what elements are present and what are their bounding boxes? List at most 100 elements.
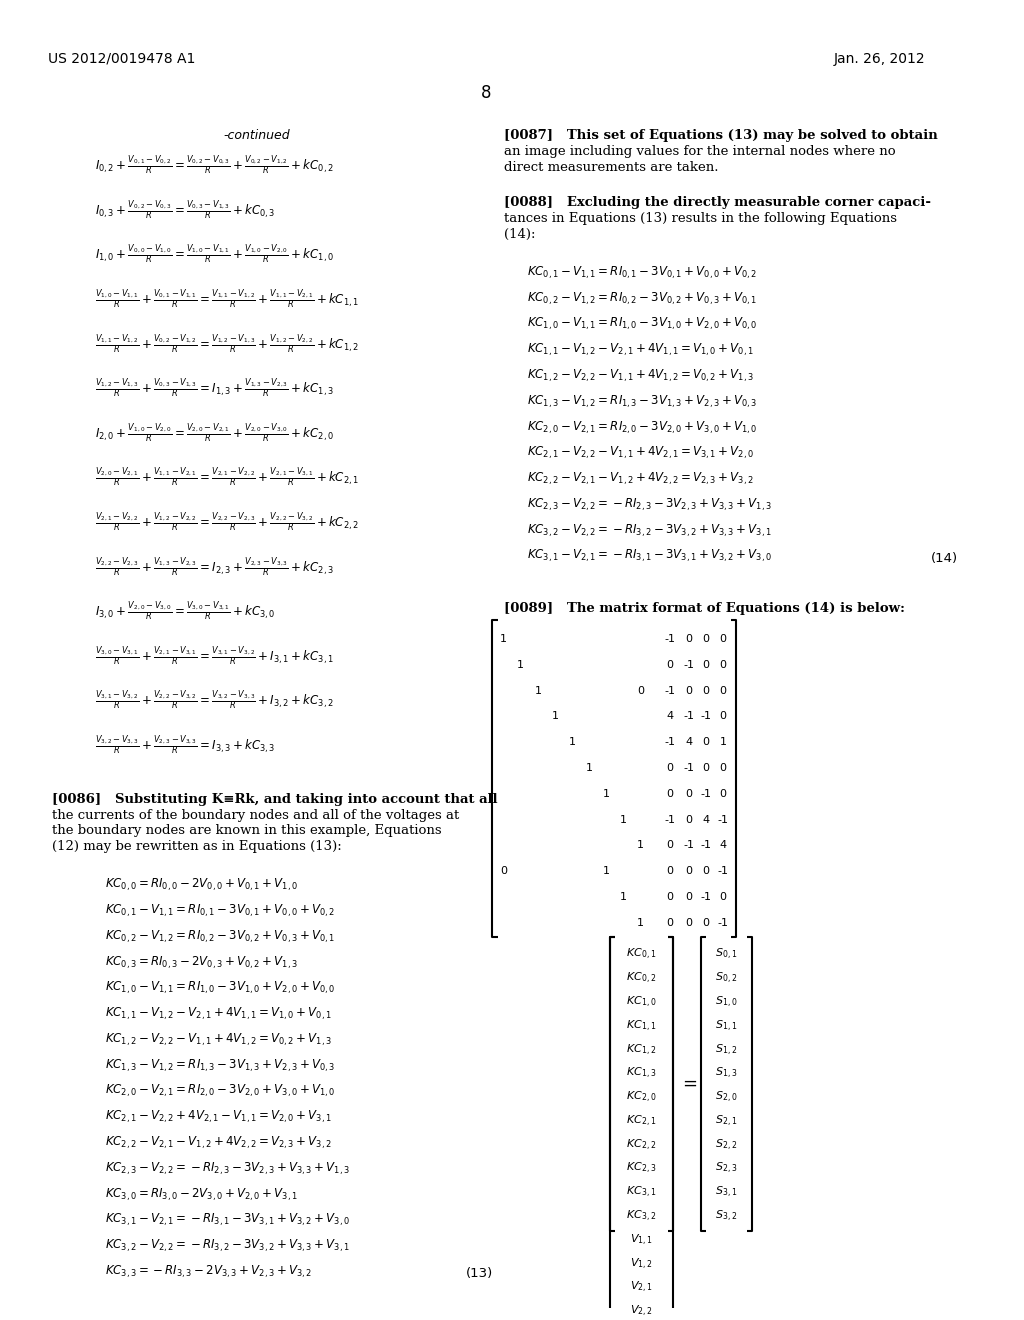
Text: the currents of the boundary nodes and all of the voltages at: the currents of the boundary nodes and a… <box>52 809 460 821</box>
Text: $\frac{V_{2,1} - V_{2,2}}{R} + \frac{V_{1,2} - V_{2,2}}{R} = \frac{V_{2,2} - V_{: $\frac{V_{2,1} - V_{2,2}}{R} + \frac{V_{… <box>95 511 359 535</box>
Text: 1: 1 <box>586 763 593 774</box>
Text: $KC_{0,3}=RI_{0,3}-2V_{0,3}+V_{0,2}+V_{1,3}$: $KC_{0,3}=RI_{0,3}-2V_{0,3}+V_{0,2}+V_{1… <box>104 954 297 970</box>
Text: [0087]   This set of Equations (13) may be solved to obtain: [0087] This set of Equations (13) may be… <box>504 129 937 141</box>
Text: 0: 0 <box>667 789 674 799</box>
Text: $\frac{V_{2,2} - V_{2,3}}{R} + \frac{V_{1,3} - V_{2,3}}{R} = I_{2,3} + \frac{V_{: $\frac{V_{2,2} - V_{2,3}}{R} + \frac{V_{… <box>95 554 334 578</box>
Text: 1: 1 <box>603 789 609 799</box>
Text: $\frac{V_{2,0} - V_{2,1}}{R} + \frac{V_{1,1} - V_{2,1}}{R} = \frac{V_{2,1} - V_{: $\frac{V_{2,0} - V_{2,1}}{R} + \frac{V_{… <box>95 466 359 490</box>
Text: $KC_{3,2}$: $KC_{3,2}$ <box>627 1209 656 1224</box>
Text: $S_{2,3}$: $S_{2,3}$ <box>715 1162 737 1176</box>
Text: 0: 0 <box>667 917 674 928</box>
Text: -1: -1 <box>718 814 729 825</box>
Text: $\frac{V_{3,0} - V_{3,1}}{R} + \frac{V_{2,1} - V_{3,1}}{R} = \frac{V_{3,1} - V_{: $\frac{V_{3,0} - V_{3,1}}{R} + \frac{V_{… <box>95 644 334 668</box>
Text: $\frac{V_{1,2} - V_{1,3}}{R} + \frac{V_{0,3} - V_{1,3}}{R} = I_{1,3} + \frac{V_{: $\frac{V_{1,2} - V_{1,3}}{R} + \frac{V_{… <box>95 376 334 400</box>
Text: $\frac{V_{3,2} - V_{3,3}}{R} + \frac{V_{2,3} - V_{3,3}}{R} = I_{3,3} + kC_{3,3}$: $\frac{V_{3,2} - V_{3,3}}{R} + \frac{V_{… <box>95 734 275 756</box>
Text: $KC_{3,2}-V_{2,2}=-RI_{3,2}-3V_{3,2}+V_{3,3}+V_{3,1}$: $KC_{3,2}-V_{2,2}=-RI_{3,2}-3V_{3,2}+V_{… <box>104 1238 349 1254</box>
Text: =: = <box>682 1074 697 1093</box>
Text: 0: 0 <box>720 711 727 722</box>
Text: $I_{0,3} + \frac{V_{0,2} - V_{0,3}}{R} = \frac{V_{0,3} - V_{1,3}}{R} + kC_{0,3}$: $I_{0,3} + \frac{V_{0,2} - V_{0,3}}{R} =… <box>95 198 275 222</box>
Text: 4: 4 <box>685 738 692 747</box>
Text: 8: 8 <box>481 84 492 102</box>
Text: $\frac{V_{3,1} - V_{3,2}}{R} + \frac{V_{2,2} - V_{3,2}}{R} = \frac{V_{3,2} - V_{: $\frac{V_{3,1} - V_{3,2}}{R} + \frac{V_{… <box>95 689 334 713</box>
Text: $KC_{0,1}-V_{1,1}=RI_{0,1}-3V_{0,1}+V_{0,0}+V_{0,2}$: $KC_{0,1}-V_{1,1}=RI_{0,1}-3V_{0,1}+V_{0… <box>527 264 758 281</box>
Text: an image including values for the internal nodes where no: an image including values for the intern… <box>504 145 895 157</box>
Text: -1: -1 <box>665 738 676 747</box>
Text: -1: -1 <box>700 892 712 902</box>
Text: 0: 0 <box>702 685 710 696</box>
Text: $S_{1,2}$: $S_{1,2}$ <box>715 1043 737 1057</box>
Text: $KC_{1,1}-V_{1,2}-V_{2,1}+4V_{1,1}=V_{1,0}+V_{0,1}$: $KC_{1,1}-V_{1,2}-V_{2,1}+4V_{1,1}=V_{1,… <box>104 1006 332 1022</box>
Text: $KC_{2,1}-V_{2,2}+4V_{2,1}-V_{1,1}=V_{2,0}+V_{3,1}$: $KC_{2,1}-V_{2,2}+4V_{2,1}-V_{1,1}=V_{2,… <box>104 1109 332 1125</box>
Text: -1: -1 <box>700 841 712 850</box>
Text: (13): (13) <box>466 1267 493 1280</box>
Text: 1: 1 <box>637 841 644 850</box>
Text: $KC_{0,0}=RI_{0,0}-2V_{0,0}+V_{0,1}+V_{1,0}$: $KC_{0,0}=RI_{0,0}-2V_{0,0}+V_{0,1}+V_{1… <box>104 876 298 894</box>
Text: 0: 0 <box>702 917 710 928</box>
Text: [0086]   Substituting K≡Rk, and taking into account that all: [0086] Substituting K≡Rk, and taking int… <box>52 793 498 805</box>
Text: -1: -1 <box>718 917 729 928</box>
Text: $S_{2,1}$: $S_{2,1}$ <box>715 1114 737 1129</box>
Text: $KC_{1,2}$: $KC_{1,2}$ <box>627 1043 656 1057</box>
Text: $KC_{1,2}-V_{2,2}-V_{1,1}+4V_{1,2}=V_{0,2}+V_{1,3}$: $KC_{1,2}-V_{2,2}-V_{1,1}+4V_{1,2}=V_{0,… <box>104 1031 332 1048</box>
Text: $V_{2,1}$: $V_{2,1}$ <box>630 1280 653 1295</box>
Text: 0: 0 <box>685 814 692 825</box>
Text: $KC_{2,0}-V_{2,1}=RI_{2,0}-3V_{2,0}+V_{3,0}+V_{1,0}$: $KC_{2,0}-V_{2,1}=RI_{2,0}-3V_{2,0}+V_{3… <box>527 420 758 436</box>
Text: $KC_{2,3}$: $KC_{2,3}$ <box>627 1162 656 1176</box>
Text: 0: 0 <box>720 634 727 644</box>
Text: $KC_{1,1}$: $KC_{1,1}$ <box>627 1019 656 1034</box>
Text: 0: 0 <box>685 866 692 876</box>
Text: $S_{2,0}$: $S_{2,0}$ <box>715 1090 737 1105</box>
Text: $I_{3,0} + \frac{V_{2,0} - V_{3,0}}{R} = \frac{V_{3,0} - V_{3,1}}{R} + kC_{3,0}$: $I_{3,0} + \frac{V_{2,0} - V_{3,0}}{R} =… <box>95 599 275 623</box>
Text: $KC_{2,3}-V_{2,2}=-RI_{2,3}-3V_{2,3}+V_{3,3}+V_{1,3}$: $KC_{2,3}-V_{2,2}=-RI_{2,3}-3V_{2,3}+V_{… <box>527 496 772 513</box>
Text: Jan. 26, 2012: Jan. 26, 2012 <box>834 51 926 66</box>
Text: 0: 0 <box>702 763 710 774</box>
Text: 0: 0 <box>637 685 644 696</box>
Text: 0: 0 <box>667 892 674 902</box>
Text: $KC_{1,3}$: $KC_{1,3}$ <box>627 1067 656 1081</box>
Text: $S_{0,1}$: $S_{0,1}$ <box>715 948 737 962</box>
Text: $KC_{0,2}-V_{1,2}=RI_{0,2}-3V_{0,2}+V_{0,3}+V_{0,1}$: $KC_{0,2}-V_{1,2}=RI_{0,2}-3V_{0,2}+V_{0… <box>527 290 758 306</box>
Text: 4: 4 <box>702 814 710 825</box>
Text: 0: 0 <box>667 866 674 876</box>
Text: $KC_{0,2}-V_{1,2}=RI_{0,2}-3V_{0,2}+V_{0,3}+V_{0,1}$: $KC_{0,2}-V_{1,2}=RI_{0,2}-3V_{0,2}+V_{0… <box>104 928 335 945</box>
Text: 0: 0 <box>702 738 710 747</box>
Text: $KC_{1,2}-V_{2,2}-V_{1,1}+4V_{1,2}=V_{0,2}+V_{1,3}$: $KC_{1,2}-V_{2,2}-V_{1,1}+4V_{1,2}=V_{0,… <box>527 368 755 384</box>
Text: $KC_{2,1}$: $KC_{2,1}$ <box>627 1114 656 1129</box>
Text: $KC_{3,1}-V_{2,1}=-RI_{3,1}-3V_{3,1}+V_{3,2}+V_{3,0}$: $KC_{3,1}-V_{2,1}=-RI_{3,1}-3V_{3,1}+V_{… <box>527 548 772 565</box>
Text: $S_{0,2}$: $S_{0,2}$ <box>715 972 737 986</box>
Text: $KC_{2,3}-V_{2,2}=-RI_{2,3}-3V_{2,3}+V_{3,3}+V_{1,3}$: $KC_{2,3}-V_{2,2}=-RI_{2,3}-3V_{2,3}+V_{… <box>104 1160 349 1176</box>
Text: -1: -1 <box>700 711 712 722</box>
Text: the boundary nodes are known in this example, Equations: the boundary nodes are known in this exa… <box>52 825 442 837</box>
Text: $S_{1,1}$: $S_{1,1}$ <box>715 1019 737 1034</box>
Text: 0: 0 <box>685 634 692 644</box>
Text: $I_{0,2} + \frac{V_{0,1} - V_{0,2}}{R} = \frac{V_{0,2} - V_{0,3}}{R} + \frac{V_{: $I_{0,2} + \frac{V_{0,1} - V_{0,2}}{R} =… <box>95 153 334 177</box>
Text: -1: -1 <box>665 634 676 644</box>
Text: 0: 0 <box>720 685 727 696</box>
Text: 1: 1 <box>720 738 727 747</box>
Text: 1: 1 <box>568 738 575 747</box>
Text: 1: 1 <box>637 917 644 928</box>
Text: $KC_{2,2}$: $KC_{2,2}$ <box>627 1138 656 1152</box>
Text: 0: 0 <box>685 917 692 928</box>
Text: 0: 0 <box>685 685 692 696</box>
Text: $V_{1,1}$: $V_{1,1}$ <box>630 1233 653 1247</box>
Text: 0: 0 <box>685 789 692 799</box>
Text: 0: 0 <box>702 866 710 876</box>
Text: -1: -1 <box>683 841 694 850</box>
Text: 0: 0 <box>702 634 710 644</box>
Text: tances in Equations (13) results in the following Equations: tances in Equations (13) results in the … <box>504 213 897 224</box>
Text: 4: 4 <box>667 711 674 722</box>
Text: $KC_{1,3}-V_{1,2}=RI_{1,3}-3V_{1,3}+V_{2,3}+V_{0,3}$: $KC_{1,3}-V_{1,2}=RI_{1,3}-3V_{1,3}+V_{2… <box>104 1057 335 1073</box>
Text: -continued: -continued <box>223 129 290 141</box>
Text: 0: 0 <box>720 660 727 671</box>
Text: $I_{1,0} + \frac{V_{0,0} - V_{1,0}}{R} = \frac{V_{1,0} - V_{1,1}}{R} + \frac{V_{: $I_{1,0} + \frac{V_{0,0} - V_{1,0}}{R} =… <box>95 243 334 267</box>
Text: -1: -1 <box>683 660 694 671</box>
Text: 0: 0 <box>685 892 692 902</box>
Text: $KC_{2,0}-V_{2,1}=RI_{2,0}-3V_{2,0}+V_{3,0}+V_{1,0}$: $KC_{2,0}-V_{2,1}=RI_{2,0}-3V_{2,0}+V_{3… <box>104 1082 335 1100</box>
Text: $\frac{V_{1,1} - V_{1,2}}{R} + \frac{V_{0,2} - V_{1,2}}{R} = \frac{V_{1,2} - V_{: $\frac{V_{1,1} - V_{1,2}}{R} + \frac{V_{… <box>95 331 359 355</box>
Text: $S_{1,0}$: $S_{1,0}$ <box>715 995 737 1010</box>
Text: US 2012/0019478 A1: US 2012/0019478 A1 <box>47 51 195 66</box>
Text: -1: -1 <box>718 866 729 876</box>
Text: $KC_{0,2}$: $KC_{0,2}$ <box>627 972 656 986</box>
Text: (12) may be rewritten as in Equations (13):: (12) may be rewritten as in Equations (1… <box>52 841 342 853</box>
